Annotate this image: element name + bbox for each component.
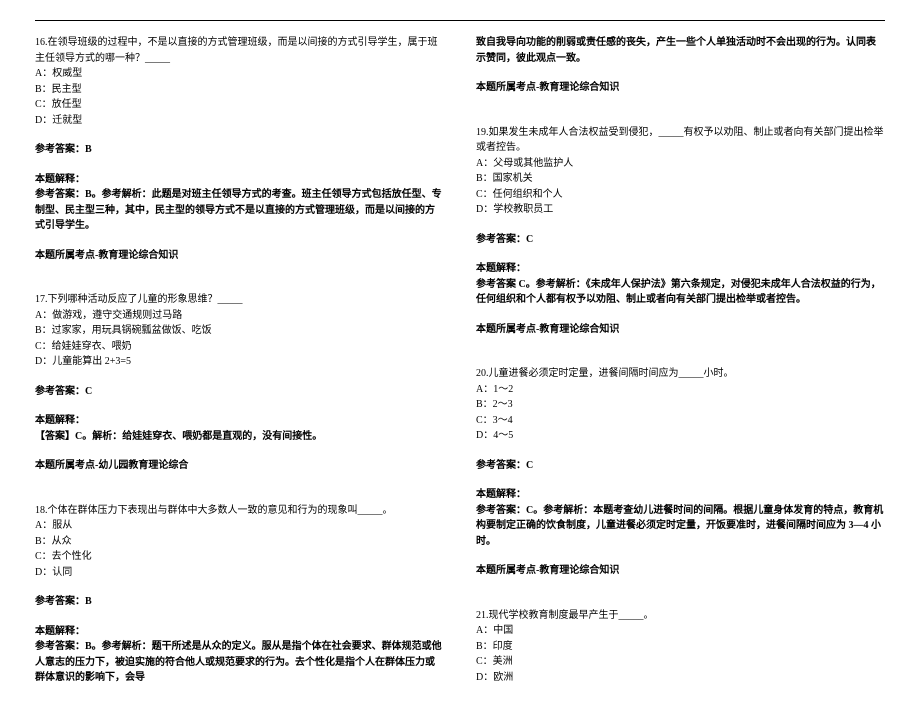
q17-answer: 参考答案：C [35,384,444,400]
q18-topic: 本题所属考点-教育理论综合知识 [476,80,885,96]
q20-opt-d: D：4～5 [476,428,885,444]
q19-exp-label: 本题解释： [476,261,885,277]
top-rule [35,20,885,21]
q16-exp-label: 本题解释： [35,172,444,188]
q19-answer: 参考答案：C [476,232,885,248]
q18-opt-d: D：认同 [35,565,444,581]
q21-opt-b: B：印度 [476,639,885,655]
q17-opt-a: A：做游戏，遵守交通规则过马路 [35,308,444,324]
q19-opt-b: B：国家机关 [476,171,885,187]
q20-exp-label: 本题解释： [476,487,885,503]
q16-topic: 本题所属考点-教育理论综合知识 [35,248,444,264]
q18-opt-c: C：去个性化 [35,549,444,565]
right-column: 致自我导向功能的削弱或责任感的丧失，产生一些个人单独活动时不会出现的行为。认同表… [476,35,885,701]
q21-opt-c: C：美洲 [476,654,885,670]
question-18: 18.个体在群体压力下表现出与群体中大多数人一致的意见和行为的现象叫_____。… [35,503,444,686]
q19-stem: 19.如果发生未成年人合法权益受到侵犯，_____有权予以劝阻、制止或者向有关部… [476,125,885,156]
q18-opt-a: A：服从 [35,518,444,534]
q17-topic: 本题所属考点-幼儿园教育理论综合 [35,458,444,474]
q17-exp: 【答案】C。解析：给娃娃穿衣、喂奶都是直观的，没有间接性。 [35,429,444,445]
q18-exp: 参考答案：B。参考解析：题干所述是从众的定义。服从是指个体在社会要求、群体规范或… [35,639,444,686]
question-21: 21.现代学校教育制度最早产生于_____。 A：中国 B：印度 C：美洲 D：… [476,608,885,686]
q20-topic: 本题所属考点-教育理论综合知识 [476,563,885,579]
q18-exp-label: 本题解释： [35,624,444,640]
left-column: 16.在领导班级的过程中，不是以直接的方式管理班级，而是以间接的方式引导学生，属… [35,35,444,701]
question-20: 20.儿童进餐必须定时定量，进餐间隔时间应为_____小时。 A：1～2 B：2… [476,366,885,579]
q16-exp: 参考答案：B。参考解析：此题是对班主任领导方式的考查。班主任领导方式包括放任型、… [35,187,444,234]
q17-opt-c: C：给娃娃穿衣、喂奶 [35,339,444,355]
q16-opt-a: A：权威型 [35,66,444,82]
q16-opt-d: D：迁就型 [35,113,444,129]
q17-stem: 17.下列哪种活动反应了儿童的形象思维？_____ [35,292,444,308]
q16-stem: 16.在领导班级的过程中，不是以直接的方式管理班级，而是以间接的方式引导学生，属… [35,35,444,66]
q16-answer: 参考答案：B [35,142,444,158]
question-16: 16.在领导班级的过程中，不是以直接的方式管理班级，而是以间接的方式引导学生，属… [35,35,444,263]
q20-stem: 20.儿童进餐必须定时定量，进餐间隔时间应为_____小时。 [476,366,885,382]
two-column-layout: 16.在领导班级的过程中，不是以直接的方式管理班级，而是以间接的方式引导学生，属… [35,35,885,701]
q19-opt-d: D：学校教职员工 [476,202,885,218]
q21-stem: 21.现代学校教育制度最早产生于_____。 [476,608,885,624]
q20-opt-b: B：2～3 [476,397,885,413]
q17-opt-b: B：过家家，用玩具锅碗瓢盆做饭、吃饭 [35,323,444,339]
q18-stem: 18.个体在群体压力下表现出与群体中大多数人一致的意见和行为的现象叫_____。 [35,503,444,519]
q17-opt-d: D：儿童能算出 2+3=5 [35,354,444,370]
question-17: 17.下列哪种活动反应了儿童的形象思维？_____ A：做游戏，遵守交通规则过马… [35,292,444,474]
q20-exp: 参考答案：C。参考解析：本题考查幼儿进餐时间的间隔。根据儿童身体发育的特点，教育… [476,503,885,550]
q16-opt-c: C：放任型 [35,97,444,113]
q20-opt-c: C：3～4 [476,413,885,429]
q20-opt-a: A：1～2 [476,382,885,398]
question-18-continued: 致自我导向功能的削弱或责任感的丧失，产生一些个人单独活动时不会出现的行为。认同表… [476,35,885,96]
q18-exp-cont: 致自我导向功能的削弱或责任感的丧失，产生一些个人单独活动时不会出现的行为。认同表… [476,35,885,66]
q19-topic: 本题所属考点-教育理论综合知识 [476,322,885,338]
q21-opt-d: D：欧洲 [476,670,885,686]
q19-opt-a: A：父母或其他监护人 [476,156,885,172]
question-19: 19.如果发生未成年人合法权益受到侵犯，_____有权予以劝阻、制止或者向有关部… [476,125,885,338]
q16-opt-b: B：民主型 [35,82,444,98]
q17-exp-label: 本题解释： [35,413,444,429]
q20-answer: 参考答案：C [476,458,885,474]
q18-opt-b: B：从众 [35,534,444,550]
q19-exp: 参考答案 C。参考解析：《未成年人保护法》第六条规定，对侵犯未成年人合法权益的行… [476,277,885,308]
q18-answer: 参考答案：B [35,594,444,610]
q19-opt-c: C：任何组织和个人 [476,187,885,203]
q21-opt-a: A：中国 [476,623,885,639]
